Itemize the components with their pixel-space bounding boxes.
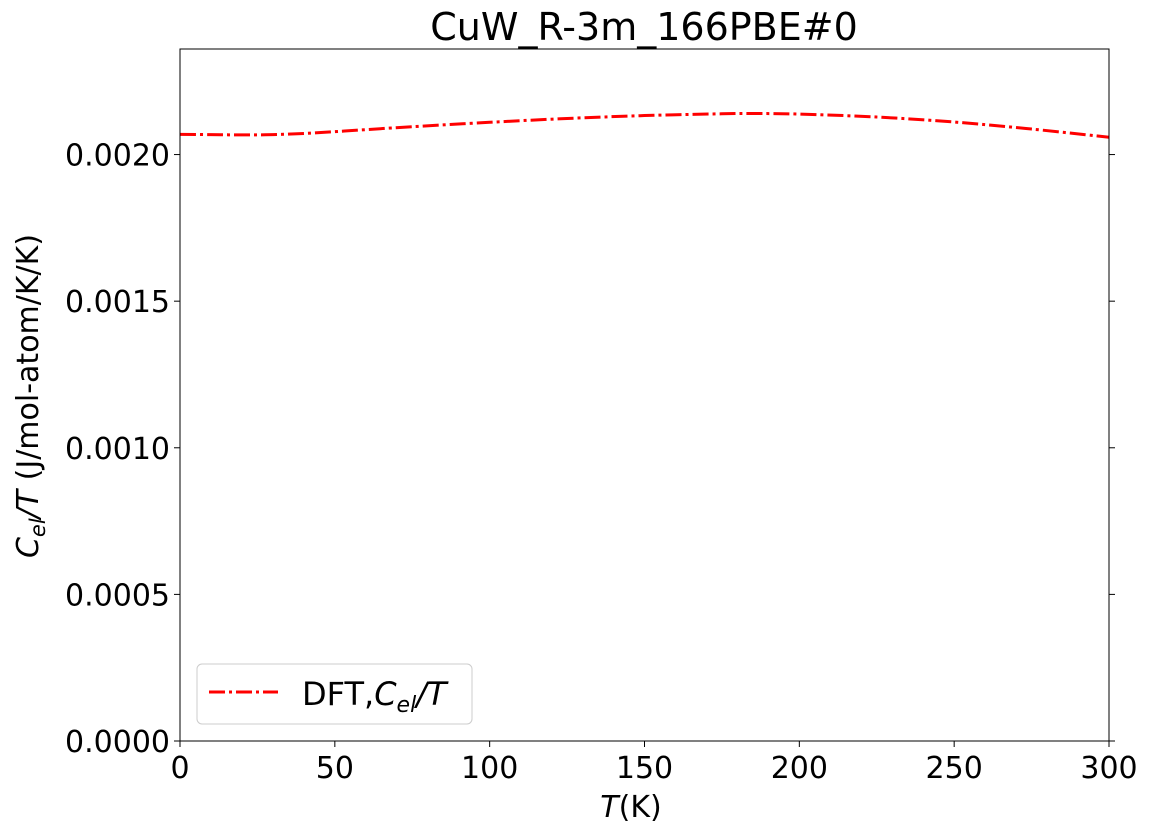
x-axis-label-unit: (K) [619, 790, 662, 825]
y-axis-label-sub: el [26, 518, 50, 537]
x-tick-label: 150 [616, 751, 673, 786]
series-layer [179, 111, 1110, 139]
y-tick-label: 0.0000 [65, 725, 170, 760]
y-axis-label-var: C [11, 537, 46, 558]
x-tick-label: 50 [316, 751, 354, 786]
y-tick-label: 0.0005 [65, 578, 170, 613]
y-tick-label: 0.0015 [65, 285, 170, 320]
legend-label: DFT,Cel/T [302, 675, 449, 718]
y-axis: 0.0000 0.0005 0.0010 0.0015 0.0020 [65, 139, 1115, 760]
y-axis-label-unit: (J/mol-atom/K/K) [11, 234, 46, 490]
x-tick-label: 0 [170, 751, 189, 786]
y-tick-label: 0.0020 [65, 139, 170, 174]
legend-label-prefix: DFT, [302, 675, 374, 713]
x-tick-label: 300 [1080, 751, 1137, 786]
plot-frame [179, 48, 1110, 742]
legend-label-sub: el [397, 693, 417, 718]
series-line [179, 111, 1110, 139]
y-tick-label: 0.0010 [65, 432, 170, 467]
legend: DFT,Cel/T [196, 663, 473, 725]
x-tick-label: 100 [461, 751, 518, 786]
x-tick-label: 200 [771, 751, 828, 786]
legend-label-rest: /T [413, 675, 449, 713]
legend-label-var: C [374, 675, 397, 713]
legend-box [196, 663, 473, 725]
x-tick-label: 250 [926, 751, 983, 786]
x-axis-label: T(K) [600, 790, 661, 825]
x-axis-label-var: T [600, 790, 621, 825]
y-axis-label: Cel/T (J/mol-atom/K/K) [11, 234, 50, 558]
y-axis-label-rest: /T [11, 487, 46, 521]
x-axis: 0 50 100 150 200 250 300 [170, 741, 1138, 786]
chart-title: CuW_R-3m_166PBE#0 [430, 5, 858, 49]
